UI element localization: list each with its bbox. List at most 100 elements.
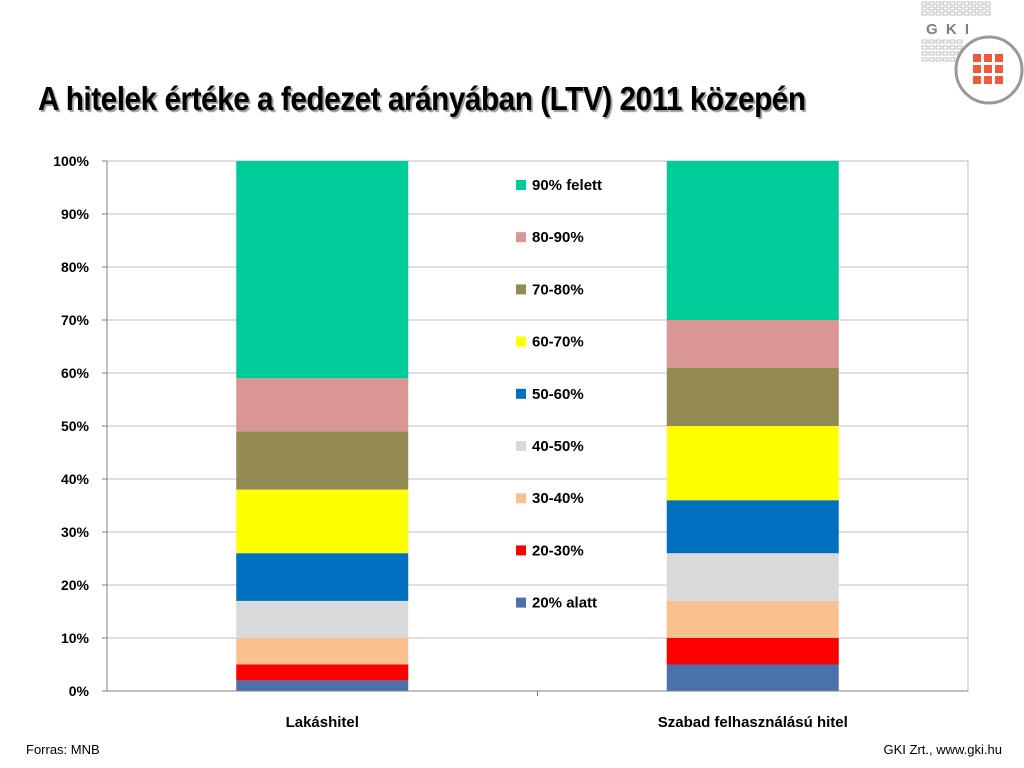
legend-swatch <box>516 180 526 190</box>
stacked-bar-chart: 0% 10% 20% 30% 40% 50% 60% 70% 80% 90% 100% Lakásh… <box>53 153 969 731</box>
logo-dot <box>942 11 949 16</box>
bar-segment <box>666 367 839 426</box>
logo-square <box>973 65 981 73</box>
logo-dot <box>921 6 928 11</box>
logo-square <box>984 54 992 62</box>
legend-label: 70-80% <box>532 281 584 298</box>
legend-label: 30-40% <box>532 490 584 507</box>
x-tick-label: Szabad felhasználású hitel <box>658 714 848 731</box>
logo-dot <box>949 39 956 44</box>
logo-dot <box>935 45 942 50</box>
logo-dot <box>928 11 935 16</box>
credit-note: GKI Zrt., www.gki.hu <box>883 742 1002 757</box>
y-tick-label: 10% <box>61 630 90 646</box>
legend-label: 80-90% <box>532 229 584 246</box>
logo-dot <box>949 45 956 50</box>
logo-dot <box>935 6 942 11</box>
logo-dot <box>956 39 963 44</box>
logo-dot <box>942 57 949 62</box>
logo-dot <box>942 39 949 44</box>
logo-dot <box>984 1 991 6</box>
logo-dot <box>949 6 956 11</box>
logo-text: G K I <box>926 21 971 38</box>
page-title: A hitelek értéke a fedezet arányában (LT… <box>38 80 806 117</box>
logo-square <box>995 76 1003 84</box>
y-tick-label: 50% <box>61 418 90 434</box>
logo-dot <box>956 11 963 16</box>
logo-dot <box>942 1 949 6</box>
logo-dot <box>949 11 956 16</box>
logo-dot <box>935 57 942 62</box>
bar-segment <box>666 553 839 601</box>
y-tick-label: 0% <box>69 683 90 699</box>
logo-dot <box>921 45 928 50</box>
bar-segment <box>236 680 409 691</box>
logo-dot <box>935 39 942 44</box>
logo-dot <box>935 1 942 6</box>
bar-segment <box>236 600 409 638</box>
legend-label: 90% felett <box>532 177 602 194</box>
logo-square <box>995 65 1003 73</box>
logo-dot <box>949 57 956 62</box>
logo-square <box>973 76 981 84</box>
logo-square <box>973 54 981 62</box>
bars <box>236 161 839 691</box>
bar-segment <box>666 426 839 501</box>
logo-dot <box>984 6 991 11</box>
logo-dot <box>928 6 935 11</box>
x-axis-labels: Lakáshitel Szabad felhasználású hitel <box>286 691 848 731</box>
bar-segment <box>666 638 839 665</box>
bar-segment <box>236 489 409 554</box>
logo-dot <box>956 6 963 11</box>
y-tick-label: 100% <box>53 153 89 169</box>
bar-segment <box>236 161 409 379</box>
y-tick-label: 70% <box>61 312 90 328</box>
y-tick-label: 40% <box>61 471 90 487</box>
legend-swatch <box>516 545 526 556</box>
logo-dot <box>928 39 935 44</box>
logo-dot <box>928 51 935 56</box>
legend-label: 20% alatt <box>532 595 597 612</box>
legend-swatch <box>516 336 526 347</box>
logo-dot <box>935 11 942 16</box>
logo-dot <box>928 57 935 62</box>
legend-swatch <box>516 232 526 243</box>
legend-swatch <box>516 388 526 399</box>
logo-dot <box>921 57 928 62</box>
logo-dot <box>921 11 928 16</box>
bar-segment <box>666 500 839 554</box>
y-tick-label: 30% <box>61 524 90 540</box>
gki-logo: G K I <box>921 1 1024 105</box>
bar-segment <box>666 664 839 691</box>
logo-dot <box>928 1 935 6</box>
logo-dot <box>977 11 984 16</box>
bar-segment <box>236 431 409 490</box>
logo-dot <box>963 11 970 16</box>
legend-label: 50-60% <box>532 386 584 403</box>
logo-dot <box>921 51 928 56</box>
bar-segment <box>236 638 409 665</box>
logo-dot <box>963 1 970 6</box>
legend: 90% felett 80-90% 70-80% 60-70% 50-60% 40-50%… <box>516 177 602 612</box>
logo-dot <box>921 39 928 44</box>
bar-segment <box>666 161 839 320</box>
logo-dot <box>970 11 977 16</box>
y-axis-ticks: 0% 10% 20% 30% 40% 50% 60% 70% 80% 90% 100% <box>53 153 968 699</box>
legend-label: 20-30% <box>532 542 584 559</box>
y-tick-label: 90% <box>61 206 90 222</box>
legend-swatch <box>516 493 526 504</box>
logo-dot <box>949 51 956 56</box>
y-tick-label: 80% <box>61 259 90 275</box>
logo-dot <box>984 11 991 16</box>
logo-dot <box>970 1 977 6</box>
logo-dot <box>928 45 935 50</box>
bar-segment <box>236 664 409 681</box>
logo-dot <box>963 6 970 11</box>
legend-swatch <box>516 597 526 608</box>
logo-square <box>995 54 1003 62</box>
legend-label: 40-50% <box>532 438 584 455</box>
x-tick-label: Lakáshitel <box>286 714 359 731</box>
logo-dot <box>942 6 949 11</box>
logo-dot <box>977 1 984 6</box>
logo-square <box>984 76 992 84</box>
